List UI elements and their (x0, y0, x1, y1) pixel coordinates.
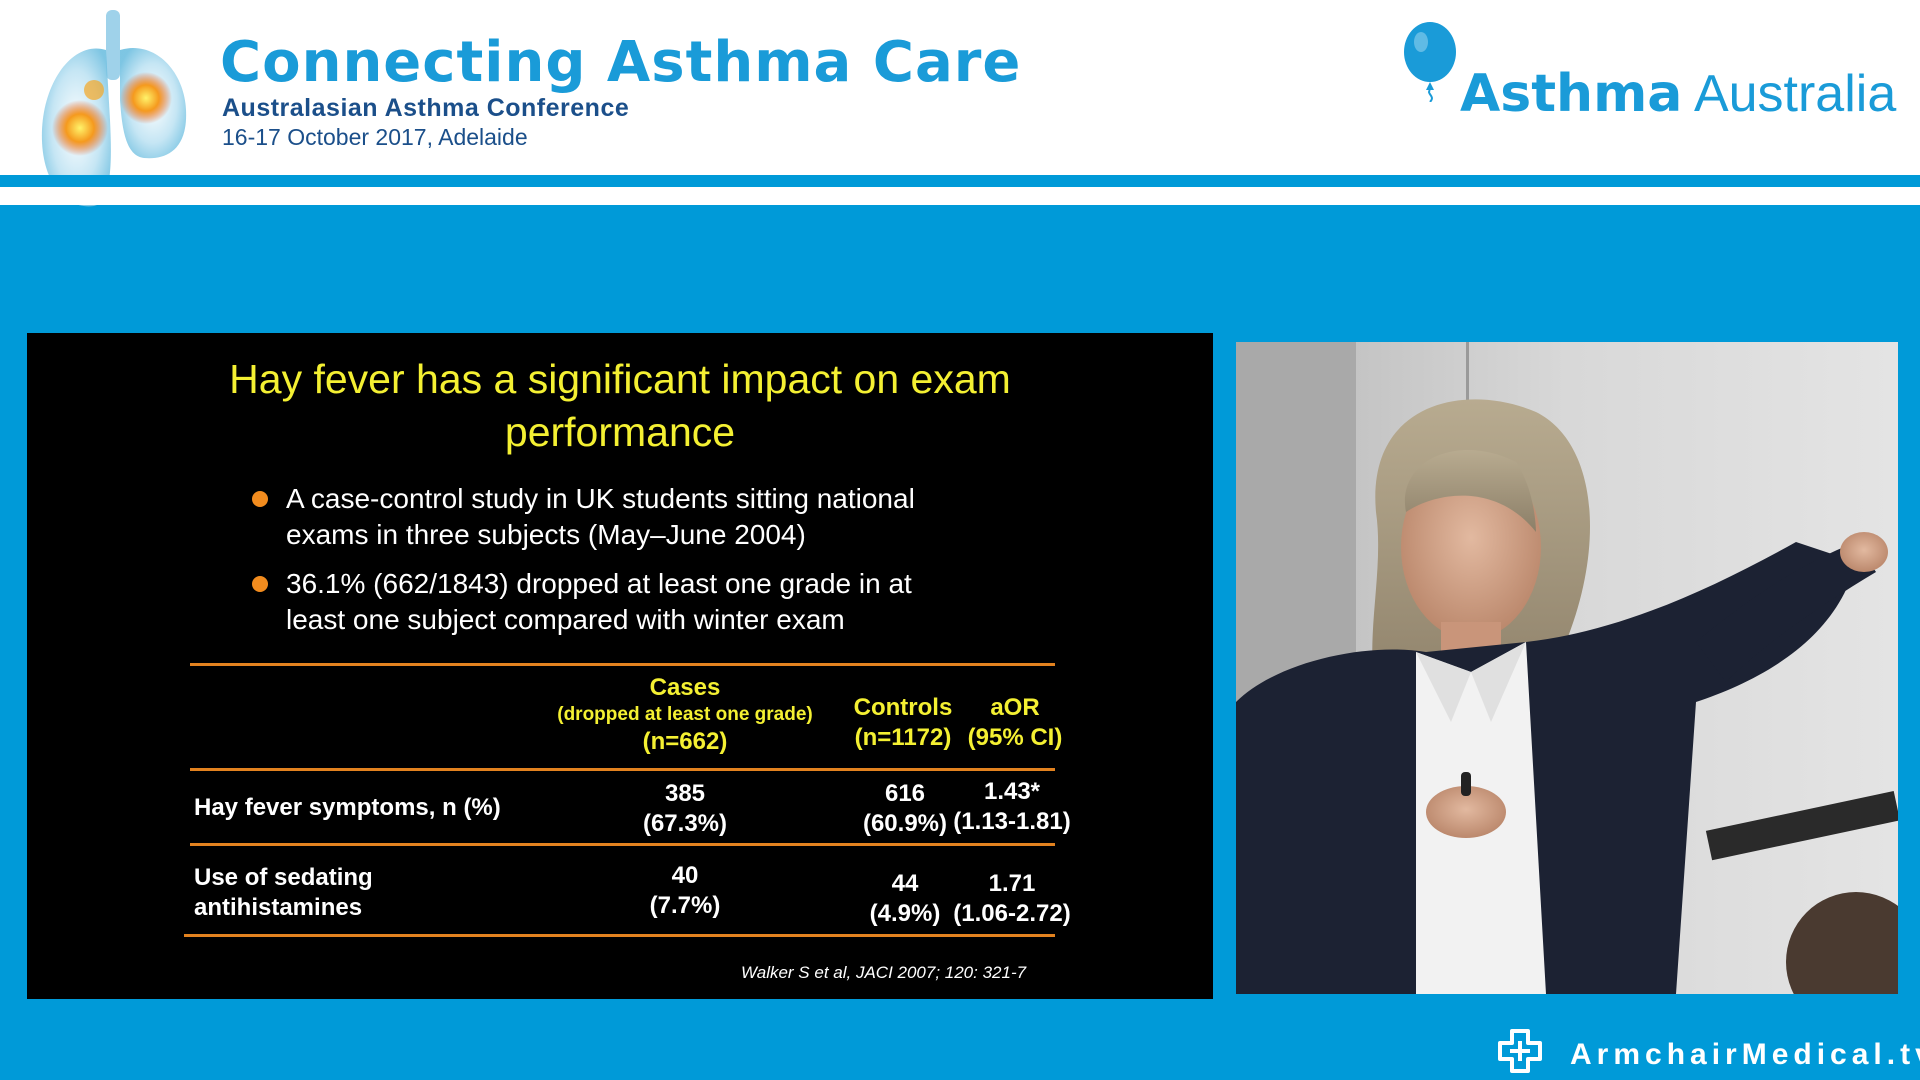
speaker-video (1236, 342, 1898, 994)
cell-cases-pct: (7.7%) (649, 892, 721, 919)
header-aor: aOR (95% CI) (950, 693, 1080, 753)
row-label: Use of sedating antihistamines (194, 863, 373, 923)
header-controls-n: (n=1172) (854, 724, 952, 751)
slide-title: Hay fever has a significant impact on ex… (27, 353, 1213, 459)
cell-cases-n: 40 (671, 862, 699, 889)
presentation-slide: Hay fever has a significant impact on ex… (27, 333, 1213, 999)
bullet-text-line2: least one subject compared with winter e… (286, 604, 845, 635)
bullet-dot-icon (252, 491, 268, 507)
cell-controls-n: 616 (884, 780, 926, 807)
cell-aor: 1.43* (1.13-1.81) (942, 777, 1082, 837)
conference-date: 16-17 October 2017, Adelaide (222, 124, 528, 150)
cell-cases: 40 (7.7%) (605, 861, 765, 921)
header-cases-n: (n=662) (642, 728, 728, 755)
cell-cases-pct: (67.3%) (642, 810, 728, 837)
cell-controls-pct: (60.9%) (862, 810, 948, 837)
lungs-logo-icon (41, 10, 187, 207)
conference-header: Connecting Asthma Care Australasian Asth… (0, 0, 1920, 207)
header-cases: Cases (dropped at least one grade) (n=66… (545, 673, 825, 757)
header-cases-note: (dropped at least one grade) (557, 704, 813, 725)
cell-controls: 44 (4.9%) (830, 869, 980, 929)
table-rule-bottom (184, 934, 1055, 937)
cell-cases: 385 (67.3%) (605, 779, 765, 839)
cell-aor: 1.71 (1.06-2.72) (942, 869, 1082, 929)
speaker-photo (1236, 342, 1898, 994)
header-controls: Controls (n=1172) (828, 693, 978, 753)
header-divider (0, 175, 1920, 187)
brand-bold: Asthma (1460, 64, 1683, 124)
row-label-line1: Use of sedating (194, 864, 373, 891)
bullet-text-line2: exams in three subjects (May–June 2004) (286, 519, 806, 550)
slide-citation: Walker S et al, JACI 2007; 120: 321-7 (741, 963, 1027, 982)
conference-title: Connecting Asthma Care (220, 30, 1022, 95)
bullet-text-line1: A case-control study in UK students sitt… (286, 483, 915, 514)
bullet-dot-icon (252, 576, 268, 592)
header-controls-label: Controls (853, 694, 953, 721)
asthma-australia-logo: Asthma Australia (1400, 22, 1900, 124)
footer-brand: ArmchairMedical.tv (1570, 1038, 1920, 1071)
brand-wordmark: Asthma Australia (1460, 64, 1896, 124)
cell-aor-value: 1.43* (983, 778, 1041, 805)
cell-aor-ci: (1.06-2.72) (953, 900, 1071, 927)
bullet-item: A case-control study in UK students sitt… (252, 481, 1012, 553)
row-label-line1: Hay fever symptoms, n (%) (194, 794, 501, 821)
cell-controls-n: 44 (891, 870, 919, 897)
row-label: Hay fever symptoms, n (%) (194, 793, 501, 823)
header-aor-label: aOR (990, 694, 1040, 721)
conference-subtitle: Australasian Asthma Conference (222, 94, 630, 122)
header-gap (0, 187, 1920, 205)
bullet-item: 36.1% (662/1843) dropped at least one gr… (252, 566, 1012, 638)
brand-light: Australia (1682, 65, 1897, 123)
cell-controls: 616 (60.9%) (830, 779, 980, 839)
balloon-icon (1404, 22, 1456, 102)
header-aor-ci: (95% CI) (967, 724, 1063, 751)
armchair-medical-logo-icon (1498, 1029, 1542, 1073)
header-cases-label: Cases (649, 674, 721, 701)
table-rule-row (190, 843, 1055, 846)
cell-aor-ci: (1.13-1.81) (953, 808, 1071, 835)
row-label-line2: antihistamines (194, 894, 363, 921)
bullet-text-line1: 36.1% (662/1843) dropped at least one gr… (286, 568, 912, 599)
cell-aor-value: 1.71 (988, 870, 1036, 897)
cell-controls-pct: (4.9%) (869, 900, 941, 927)
slide-title-line2: performance (504, 409, 736, 455)
slide-title-line1: Hay fever has a significant impact on ex… (229, 356, 1011, 402)
table-rule-header (190, 768, 1055, 771)
table-rule-top (190, 663, 1055, 666)
cell-cases-n: 385 (664, 780, 706, 807)
bullet-list: A case-control study in UK students sitt… (252, 481, 1012, 651)
